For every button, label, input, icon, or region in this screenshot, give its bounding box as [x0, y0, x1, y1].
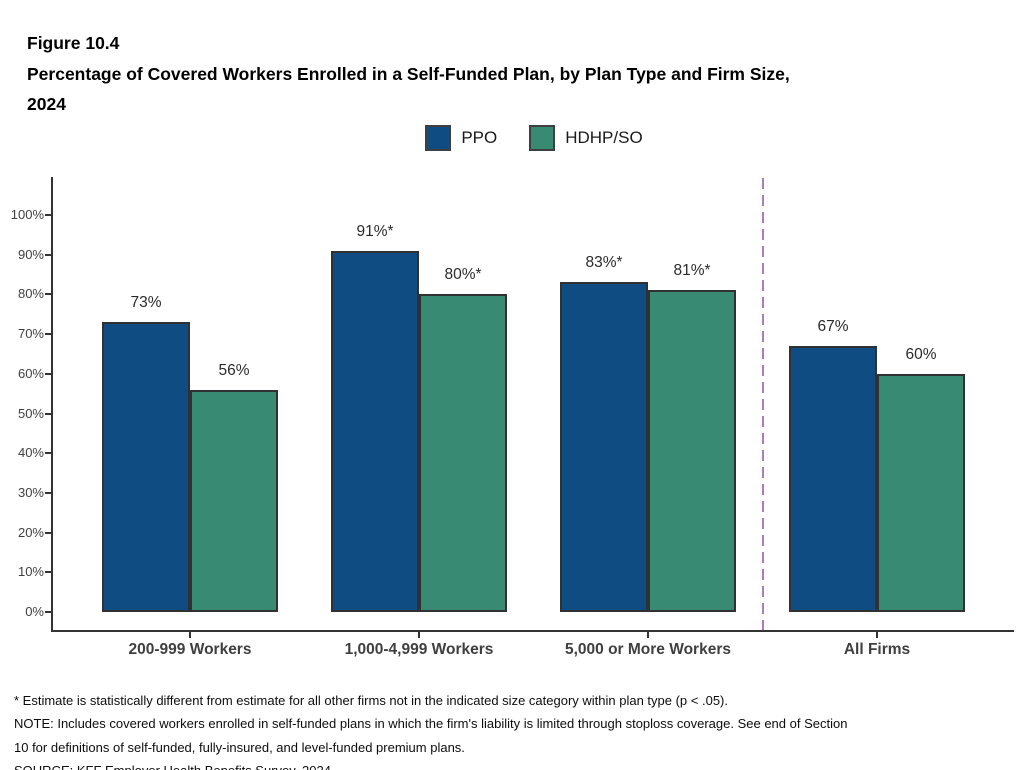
- y-axis-tick-label: 0%: [25, 604, 44, 619]
- footnote-asterisk: * Estimate is statistically different fr…: [14, 693, 728, 708]
- y-axis-tick-label: 70%: [17, 326, 44, 342]
- y-axis-tick-label: 10%: [17, 564, 44, 580]
- legend-item-ppo: PPO: [425, 125, 497, 151]
- x-axis-tick-mark: [418, 632, 420, 638]
- y-axis-tick-label: 60%: [17, 365, 44, 381]
- all-firms-divider-line: [762, 178, 764, 630]
- y-axis-tick-label: 30%: [17, 484, 44, 500]
- x-axis-tick-mark: [876, 632, 878, 638]
- y-axis-tick-label: 50%: [17, 405, 44, 421]
- y-axis-tick-mark: [45, 571, 51, 574]
- bar-ppo-3: [560, 282, 648, 612]
- chart-legend: PPO HDHP/SO: [22, 125, 1024, 151]
- legend-label-ppo: PPO: [461, 128, 498, 147]
- y-axis-tick-mark: [45, 531, 51, 534]
- y-axis-tick-label: 90%: [17, 246, 44, 262]
- bar-hdhp-so-4: [877, 374, 965, 612]
- x-axis-category-label: 5,000 or More Workers: [565, 641, 731, 658]
- bar-value-label-hdhp-so-1: 56%: [218, 362, 250, 379]
- bar-ppo-1: [102, 322, 190, 612]
- y-axis-tick-mark: [45, 214, 51, 216]
- bar-value-label-ppo-4: 67%: [817, 318, 849, 335]
- y-axis-line: [51, 177, 53, 632]
- figure-title-line-1: Percentage of Covered Workers Enrolled i…: [27, 63, 790, 84]
- footnote-source: SOURCE: KFF Employer Health Benefits Sur…: [14, 759, 1014, 770]
- x-axis-tick-mark: [647, 632, 649, 638]
- bar-value-label-ppo-2: 91%*: [356, 223, 394, 240]
- x-axis-category-label: 200-999 Workers: [128, 641, 252, 658]
- bar-value-label-ppo-1: 73%: [130, 294, 162, 311]
- legend-swatch-ppo: [425, 125, 452, 151]
- bar-ppo-2: [331, 251, 419, 612]
- y-axis-tick-mark: [45, 293, 51, 296]
- y-axis-tick-label: 40%: [17, 445, 44, 461]
- y-axis-tick-mark: [45, 611, 51, 613]
- footnotes: * Estimate is statistically different fr…: [14, 689, 1014, 770]
- bar-value-label-ppo-3: 83%*: [585, 254, 623, 271]
- bar-hdhp-so-2: [419, 294, 507, 612]
- figure-header: Figure 10.4 Percentage of Covered Worker…: [27, 28, 987, 120]
- legend-swatch-hdhpso: [529, 125, 556, 151]
- bar-value-label-hdhp-so-4: 60%: [905, 346, 937, 363]
- footnote-note-line-2: 10 for definitions of self-funded, fully…: [14, 739, 465, 755]
- legend-item-hdhpso: HDHP/SO: [529, 125, 643, 151]
- bar-ppo-4: [789, 346, 877, 612]
- bar-value-label-hdhp-so-2: 80%*: [444, 266, 482, 283]
- y-axis-tick-mark: [45, 253, 51, 256]
- y-axis-tick-label: 20%: [17, 524, 44, 540]
- bar-hdhp-so-3: [648, 290, 736, 612]
- footnote-note-line-1: NOTE: Includes covered workers enrolled …: [14, 716, 848, 732]
- bar-hdhp-so-1: [190, 390, 278, 612]
- figure-title-line-2: 2024: [27, 94, 66, 114]
- figure-label: Figure 10.4: [27, 33, 120, 53]
- y-axis-tick-mark: [45, 491, 51, 494]
- x-axis-category-label: All Firms: [843, 641, 911, 658]
- x-axis-line: [51, 630, 1014, 632]
- bar-value-label-hdhp-so-3: 81%*: [673, 262, 711, 279]
- y-axis-tick-mark: [45, 412, 51, 415]
- bar-chart: 0% 10% 20% 30% 40% 50% 60% 70% 80% 90% 100% 73% 91%*…: [10, 177, 1014, 658]
- y-axis-tick-mark: [45, 333, 51, 336]
- y-axis-tick-label: 100%: [10, 207, 44, 222]
- legend-label-hdhpso: HDHP/SO: [565, 128, 643, 147]
- y-axis-tick-mark: [45, 372, 51, 375]
- x-axis-tick-mark: [189, 632, 191, 638]
- y-axis-tick-mark: [45, 452, 51, 455]
- y-axis-tick-label: 80%: [17, 286, 44, 302]
- x-axis-category-label: 1,000-4,999 Workers: [344, 641, 494, 658]
